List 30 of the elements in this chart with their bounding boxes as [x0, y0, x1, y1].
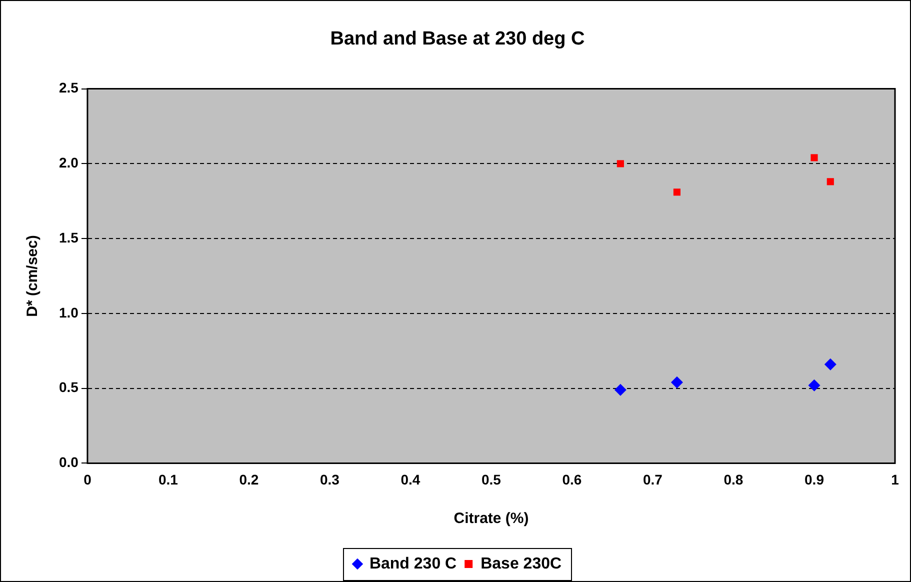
x-tick-label: 0.2: [239, 471, 259, 488]
chart-title: Band and Base at 230 deg C: [330, 28, 586, 50]
point: [673, 188, 680, 196]
y-tick-label: 0.5: [58, 379, 79, 396]
x-tick-label: 0.7: [643, 471, 663, 488]
point: [614, 384, 626, 396]
x-tick-label: 0: [84, 471, 92, 488]
point: [670, 376, 683, 388]
y-axis-title: D* (cm/sec): [24, 235, 42, 317]
x-axis-title: Citrate (%): [454, 510, 529, 528]
x-tick-label: 0.4: [400, 471, 420, 488]
x-tick-label: 0.8: [724, 471, 744, 488]
x-tick-label: 0.3: [320, 471, 340, 488]
point: [808, 379, 820, 392]
legend-label: Band 230 C: [369, 555, 458, 572]
y-tick-label: 1.0: [58, 304, 79, 320]
x-tick-label: 0.1: [158, 471, 178, 488]
y-tick-label: 1.5: [58, 229, 79, 246]
point: [824, 358, 836, 370]
x-tick-label: 0.5: [481, 471, 502, 488]
point: [826, 178, 834, 186]
x-tick-label: 0.6: [562, 471, 582, 488]
y-tick-label: 0.0: [58, 454, 79, 470]
legend-label: Base 230C: [480, 555, 562, 572]
point: [616, 160, 624, 168]
x-tick-label: 1: [891, 471, 900, 488]
x-tick-label: 0.9: [804, 471, 824, 488]
point: [810, 154, 818, 162]
y-tick-label: 2.5: [58, 80, 79, 96]
y-tick-label: 2.0: [58, 154, 79, 171]
